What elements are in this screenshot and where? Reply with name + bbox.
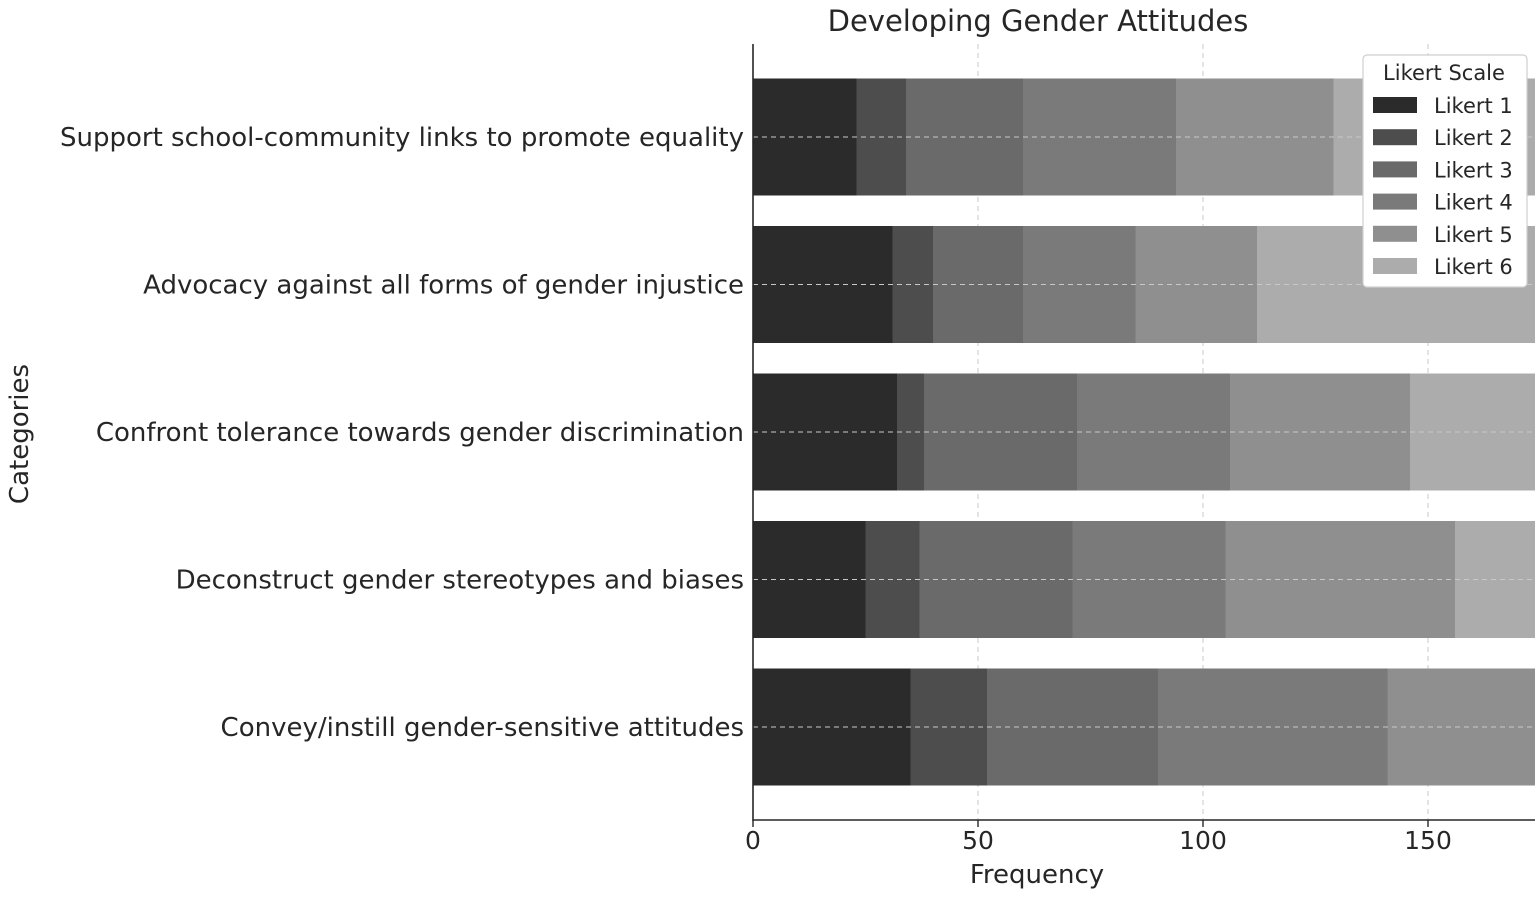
legend-label: Likert 3: [1434, 158, 1513, 182]
legend-swatch-likert-2: [1373, 129, 1417, 145]
legend-label: Likert 6: [1434, 255, 1513, 279]
legend-label: Likert 4: [1434, 191, 1513, 215]
legend-swatch-likert-4: [1373, 194, 1417, 210]
legend-label: Likert 2: [1434, 126, 1513, 150]
bar-segment-likert-1: [753, 79, 857, 196]
y-tick-label: Advocacy against all forms of gender inj…: [143, 271, 744, 301]
y-axis-label: Categories: [5, 364, 35, 504]
legend-label: Likert 1: [1434, 94, 1513, 118]
legend-swatch-likert-5: [1373, 226, 1417, 242]
legend-title: Likert Scale: [1383, 61, 1505, 85]
x-tick-label: 0: [745, 826, 761, 855]
bar-segment-likert-2: [911, 669, 988, 786]
legend: Likert Scale Likert 1 Likert 2 Likert 3 Lik…: [1363, 55, 1527, 287]
y-tick-label: Support school-community links to promot…: [60, 123, 744, 153]
x-tick-label: 50: [962, 826, 994, 855]
x-axis-label: Frequency: [970, 860, 1104, 890]
bar-segment-likert-5: [1176, 79, 1334, 196]
legend-label: Likert 5: [1434, 223, 1513, 247]
legend-swatch-likert-3: [1373, 161, 1417, 177]
y-tick-label: Deconstruct gender stereotypes and biase…: [176, 566, 744, 596]
legend-swatch-likert-1: [1373, 97, 1417, 113]
bar-segment-likert-4: [1158, 669, 1388, 786]
y-tick-label: Convey/instill gender-sensitive attitude…: [221, 713, 744, 743]
legend-swatch-likert-6: [1373, 258, 1417, 274]
y-tick-label: Confront tolerance towards gender discri…: [96, 418, 744, 448]
x-tick-label: 150: [1404, 826, 1452, 855]
chart-title: Developing Gender Attitudes: [828, 4, 1249, 38]
x-tick-label: 100: [1179, 826, 1227, 855]
bar-segment-likert-1: [753, 669, 911, 786]
